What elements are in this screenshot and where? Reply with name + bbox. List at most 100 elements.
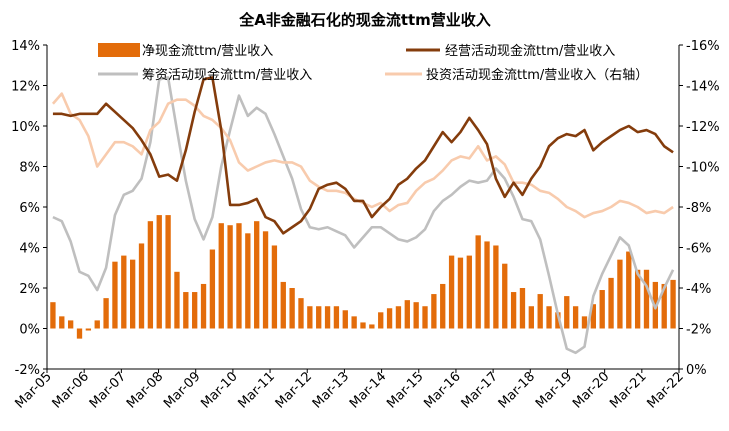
bar-net-cash-flow (431, 294, 437, 329)
bar-net-cash-flow (227, 225, 233, 329)
bar-net-cash-flow (67, 320, 74, 329)
bar-net-cash-flow (156, 215, 162, 329)
bar-net-cash-flow (59, 316, 65, 329)
bar-net-cash-flow (661, 283, 667, 329)
bar-net-cash-flow (608, 277, 614, 329)
legend-label-financing-cash-flow: 筹资活动现金流ttm/营业收入 (142, 67, 312, 83)
x-tick-label: Mar-12 (273, 369, 315, 411)
bar-net-cash-flow (457, 257, 464, 329)
right-tick-label: -8% (686, 201, 711, 216)
bar-net-cash-flow (183, 292, 189, 329)
bar-net-cash-flow (121, 255, 127, 329)
bar-net-cash-flow (572, 306, 579, 329)
legend-swatch-net-cash-flow (98, 43, 140, 57)
bar-net-cash-flow (333, 306, 340, 329)
bar-net-cash-flow (369, 324, 375, 329)
bar-net-cash-flow (413, 302, 419, 329)
left-tick-label: 4% (19, 242, 40, 257)
bar-net-cash-flow (448, 255, 455, 329)
line-series (51, 76, 675, 355)
bar-net-cash-flow (85, 328, 92, 331)
x-tick-label: Mar-07 (87, 369, 129, 411)
bar-net-cash-flow (254, 221, 260, 329)
x-tick-label: Mar-15 (384, 369, 426, 411)
bar-net-cash-flow (378, 312, 384, 329)
legend: 净现金流ttm/营业收入 经营活动现金流ttm/营业收入 筹资活动现金流ttm/… (98, 43, 648, 83)
bar-series (50, 215, 676, 339)
bar-net-cash-flow (475, 235, 481, 329)
bar-net-cash-flow (103, 298, 109, 329)
bar-net-cash-flow (466, 255, 472, 329)
bar-net-cash-flow (130, 259, 136, 329)
bar-net-cash-flow (590, 304, 596, 329)
bar-net-cash-flow (643, 269, 650, 329)
left-tick-label: 12% (11, 80, 40, 95)
bar-net-cash-flow (262, 231, 269, 329)
bar-net-cash-flow (289, 288, 295, 329)
left-tick-label: -2% (15, 363, 40, 378)
right-tick-label: -2% (686, 323, 711, 338)
left-tick-label: 0% (19, 323, 40, 338)
x-tick-label: Mar-06 (50, 369, 92, 411)
left-tick-label: 14% (11, 39, 40, 54)
bar-net-cash-flow (298, 298, 304, 329)
bar-net-cash-flow (386, 308, 393, 329)
legend-label-net-cash-flow: 净现金流ttm/营业收入 (142, 43, 273, 59)
left-tick-label: 10% (11, 120, 40, 135)
right-tick-label: -12% (686, 120, 720, 135)
x-tick-label: Mar-16 (421, 369, 463, 411)
bar-net-cash-flow (236, 223, 242, 329)
x-tick-label: Mar-13 (310, 369, 352, 411)
right-tick-label: 0% (686, 363, 707, 378)
bar-net-cash-flow (626, 251, 632, 329)
bar-net-cash-flow (351, 316, 357, 329)
bar-net-cash-flow (324, 306, 331, 329)
right-tick-label: -10% (686, 161, 720, 176)
x-tick-label: Mar-19 (533, 369, 575, 411)
right-tick-label: -6% (686, 242, 711, 257)
left-tick-label: 2% (19, 282, 40, 297)
bar-net-cash-flow (555, 312, 561, 329)
bar-net-cash-flow (670, 279, 676, 329)
line-operating-cash-flow (52, 76, 674, 235)
x-tick-label: Mar-21 (607, 369, 649, 411)
bar-net-cash-flow (564, 296, 570, 329)
x-tick-label: Mar-22 (644, 369, 686, 411)
x-tick-label: Mar-20 (570, 369, 612, 411)
bar-net-cash-flow (528, 306, 534, 329)
bar-net-cash-flow (342, 310, 348, 329)
bar-net-cash-flow (502, 263, 508, 329)
bar-net-cash-flow (209, 249, 216, 329)
bar-net-cash-flow (174, 271, 180, 329)
bar-net-cash-flow (581, 316, 588, 329)
bar-net-cash-flow (245, 233, 251, 329)
bar-net-cash-flow (76, 328, 83, 339)
bar-net-cash-flow (218, 223, 224, 329)
bar-net-cash-flow (360, 322, 366, 329)
bar-net-cash-flow (395, 306, 402, 329)
bar-net-cash-flow (617, 259, 623, 329)
bar-net-cash-flow (200, 283, 207, 329)
left-axis-ticks: -2% 0% 2% 4% 6% 8% 10% 12% 14% (11, 39, 47, 378)
x-tick-label: Mar-10 (198, 369, 240, 411)
right-tick-label: -14% (686, 80, 720, 95)
bar-net-cash-flow (493, 245, 499, 329)
bar-net-cash-flow (50, 302, 56, 329)
legend-label-operating-cash-flow: 经营活动现金流ttm/营业收入 (445, 43, 615, 59)
bar-net-cash-flow (138, 243, 145, 329)
bar-net-cash-flow (440, 283, 446, 329)
bar-net-cash-flow (546, 306, 552, 329)
x-tick-label: Mar-14 (347, 369, 389, 411)
x-tick-label: Mar-08 (124, 369, 166, 411)
bar-net-cash-flow (112, 261, 118, 329)
bar-net-cash-flow (422, 306, 428, 329)
bar-net-cash-flow (599, 290, 605, 329)
bar-net-cash-flow (271, 245, 278, 329)
x-tick-label: Mar-18 (496, 369, 538, 411)
line-financing-cash-flow (52, 76, 675, 355)
bar-net-cash-flow (165, 215, 171, 329)
left-tick-label: 8% (19, 161, 40, 176)
x-axis-ticks: Mar-05Mar-06Mar-07Mar-08Mar-09Mar-10Mar-… (12, 369, 687, 412)
bar-net-cash-flow (404, 300, 410, 329)
right-axis-ticks: 0% -2% -4% -6% -8% -10% -12% -14% -16% (679, 39, 720, 378)
